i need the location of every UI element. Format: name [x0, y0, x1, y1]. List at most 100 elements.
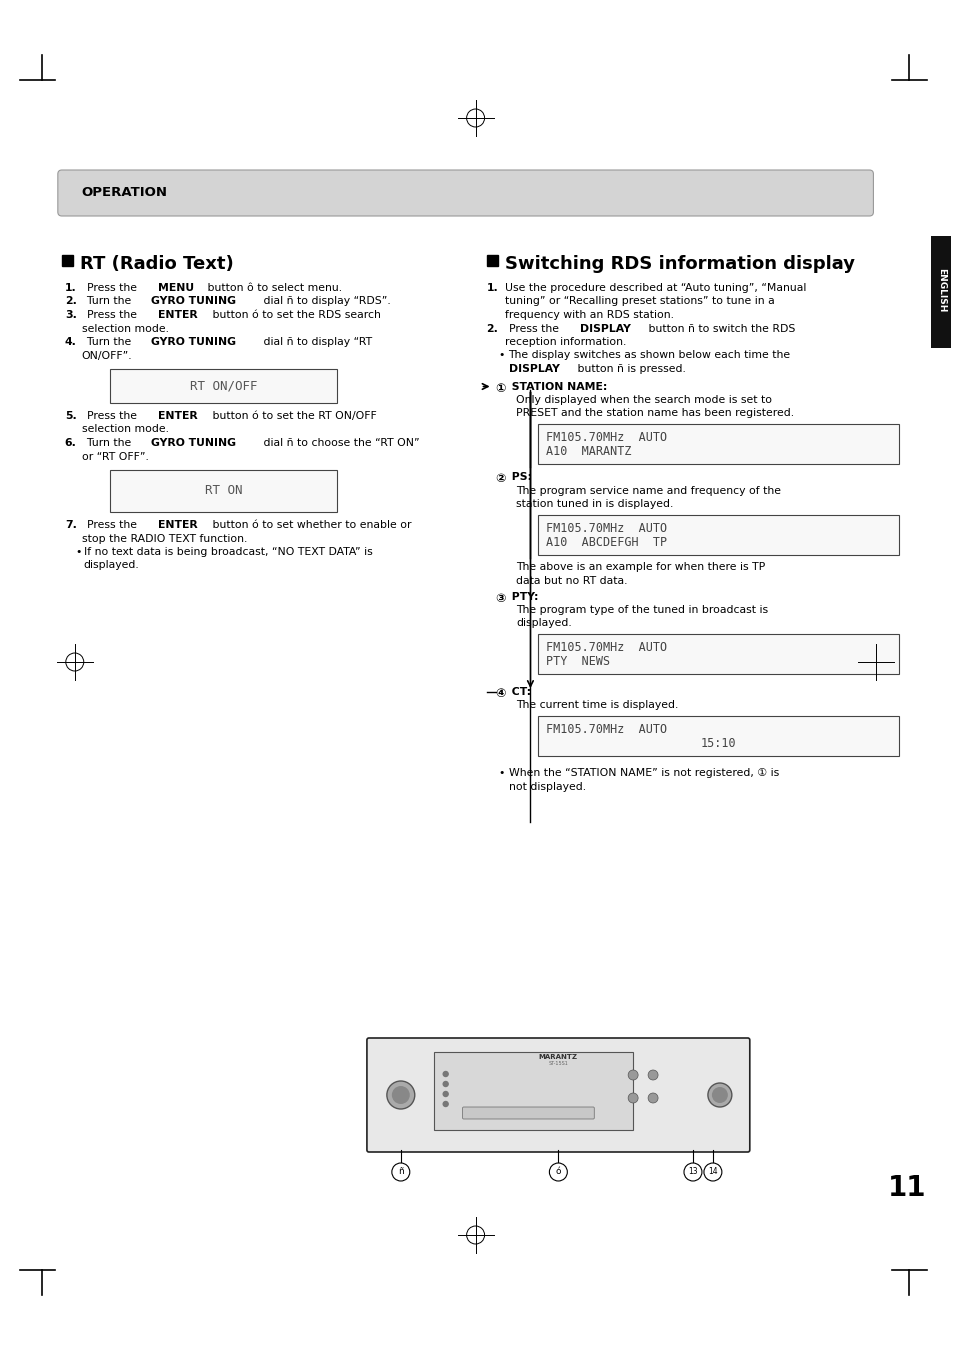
Text: stop the RADIO TEXT function.: stop the RADIO TEXT function. [82, 534, 247, 543]
Text: button ñ is pressed.: button ñ is pressed. [574, 363, 685, 374]
Text: 11: 11 [886, 1174, 925, 1202]
Bar [537, 515, 899, 554]
Circle shape [647, 1093, 658, 1102]
Circle shape [443, 1082, 448, 1086]
Text: button ó to set the RDS search: button ó to set the RDS search [209, 309, 380, 320]
Text: ③: ③ [495, 592, 505, 604]
Text: A10  MARANTZ: A10 MARANTZ [546, 444, 631, 458]
Text: CT:: CT: [507, 688, 530, 697]
Bar [110, 470, 336, 512]
FancyBboxPatch shape [367, 1038, 749, 1152]
Bar [486, 255, 497, 266]
Bar [62, 255, 72, 266]
Text: The above is an example for when there is TP: The above is an example for when there i… [516, 562, 765, 573]
FancyBboxPatch shape [58, 170, 873, 216]
Text: reception information.: reception information. [504, 336, 625, 347]
Text: PTY:: PTY: [507, 592, 537, 601]
Text: STATION NAME:: STATION NAME: [507, 381, 606, 392]
Text: ñ: ñ [397, 1167, 403, 1177]
Text: GYRO TUNING: GYRO TUNING [151, 438, 235, 449]
Text: 14: 14 [707, 1167, 717, 1177]
Text: button ó to set whether to enable or: button ó to set whether to enable or [209, 520, 411, 530]
Text: Press the: Press the [80, 411, 140, 422]
Text: ①: ① [495, 381, 505, 394]
Circle shape [703, 1163, 721, 1181]
Text: Press the: Press the [501, 323, 561, 334]
Text: ENTER: ENTER [158, 520, 197, 530]
Text: 2.: 2. [65, 296, 76, 307]
Text: The display switches as shown below each time the: The display switches as shown below each… [508, 350, 790, 361]
Text: Use the procedure described at “Auto tuning”, “Manual: Use the procedure described at “Auto tun… [504, 282, 805, 293]
Circle shape [647, 1070, 658, 1079]
Text: 1.: 1. [486, 282, 497, 293]
Text: 5.: 5. [65, 411, 76, 422]
Text: or “RT OFF”.: or “RT OFF”. [82, 451, 149, 462]
Text: 15:10: 15:10 [700, 738, 736, 750]
Text: 6.: 6. [65, 438, 76, 449]
Text: The program type of the tuned in broadcast is: The program type of the tuned in broadca… [516, 605, 768, 615]
Text: Press the: Press the [80, 309, 140, 320]
Text: ②: ② [495, 471, 505, 485]
Text: FM105.70MHz  AUTO: FM105.70MHz AUTO [546, 640, 667, 654]
Bar [537, 716, 899, 757]
Text: 2.: 2. [486, 323, 497, 334]
Text: Turn the: Turn the [80, 296, 134, 307]
Text: ó: ó [555, 1167, 560, 1177]
Text: Turn the: Turn the [80, 336, 134, 347]
Text: displayed.: displayed. [516, 619, 572, 628]
Text: A10  ABCDEFGH  TP: A10 ABCDEFGH TP [546, 535, 667, 549]
Text: PRESET and the station name has been registered.: PRESET and the station name has been reg… [516, 408, 794, 419]
Text: FM105.70MHz  AUTO: FM105.70MHz AUTO [546, 431, 667, 444]
Text: Press the: Press the [80, 282, 140, 293]
Text: ON/OFF”.: ON/OFF”. [82, 350, 132, 361]
Circle shape [387, 1081, 415, 1109]
Text: station tuned in is displayed.: station tuned in is displayed. [516, 499, 673, 509]
Text: •: • [75, 547, 82, 557]
Circle shape [392, 1086, 410, 1104]
Circle shape [443, 1092, 448, 1097]
Text: MARANTZ: MARANTZ [538, 1054, 578, 1061]
Text: The current time is displayed.: The current time is displayed. [516, 701, 679, 711]
Text: GYRO TUNING: GYRO TUNING [151, 296, 235, 307]
Text: ENGLISH: ENGLISH [936, 267, 944, 312]
Circle shape [683, 1163, 701, 1181]
Text: dial ñ to display “RDS”.: dial ñ to display “RDS”. [259, 296, 390, 307]
Text: 7.: 7. [65, 520, 76, 530]
Text: DISPLAY: DISPLAY [579, 323, 630, 334]
Text: selection mode.: selection mode. [82, 323, 169, 334]
Text: FM105.70MHz  AUTO: FM105.70MHz AUTO [546, 521, 667, 535]
Text: RT ON: RT ON [204, 485, 242, 497]
Circle shape [443, 1071, 448, 1077]
Circle shape [627, 1093, 638, 1102]
Text: 4.: 4. [65, 336, 76, 347]
Text: Turn the: Turn the [80, 438, 134, 449]
Text: dial ñ to display “RT: dial ñ to display “RT [259, 336, 372, 347]
Circle shape [549, 1163, 567, 1181]
Text: tuning” or “Recalling preset stations” to tune in a: tuning” or “Recalling preset stations” t… [504, 296, 774, 307]
Text: If no text data is being broadcast, “NO TEXT DATA” is: If no text data is being broadcast, “NO … [84, 547, 372, 557]
Text: data but no RT data.: data but no RT data. [516, 576, 627, 586]
Text: PS:: PS: [507, 471, 531, 482]
Text: 13: 13 [687, 1167, 697, 1177]
FancyBboxPatch shape [462, 1106, 594, 1119]
Text: OPERATION: OPERATION [82, 186, 168, 200]
Text: MENU: MENU [157, 282, 193, 293]
Text: 1.: 1. [65, 282, 76, 293]
Text: selection mode.: selection mode. [82, 424, 169, 435]
Text: displayed.: displayed. [84, 561, 139, 570]
Text: RT ON/OFF: RT ON/OFF [190, 380, 256, 393]
Text: GYRO TUNING: GYRO TUNING [151, 336, 235, 347]
Text: •: • [498, 350, 504, 361]
Text: dial ñ to choose the “RT ON”: dial ñ to choose the “RT ON” [259, 438, 419, 449]
Text: button ô to select menu.: button ô to select menu. [204, 282, 342, 293]
Text: PTY  NEWS: PTY NEWS [546, 655, 610, 667]
Text: frequency with an RDS station.: frequency with an RDS station. [504, 309, 673, 320]
Text: •: • [498, 767, 504, 778]
Bar [537, 634, 899, 674]
Bar [434, 1052, 633, 1129]
Bar [537, 424, 899, 463]
Circle shape [711, 1088, 727, 1102]
Text: button ñ to switch the RDS: button ñ to switch the RDS [644, 323, 795, 334]
Text: DISPLAY: DISPLAY [508, 363, 558, 374]
Text: ST-15S1: ST-15S1 [548, 1061, 568, 1066]
